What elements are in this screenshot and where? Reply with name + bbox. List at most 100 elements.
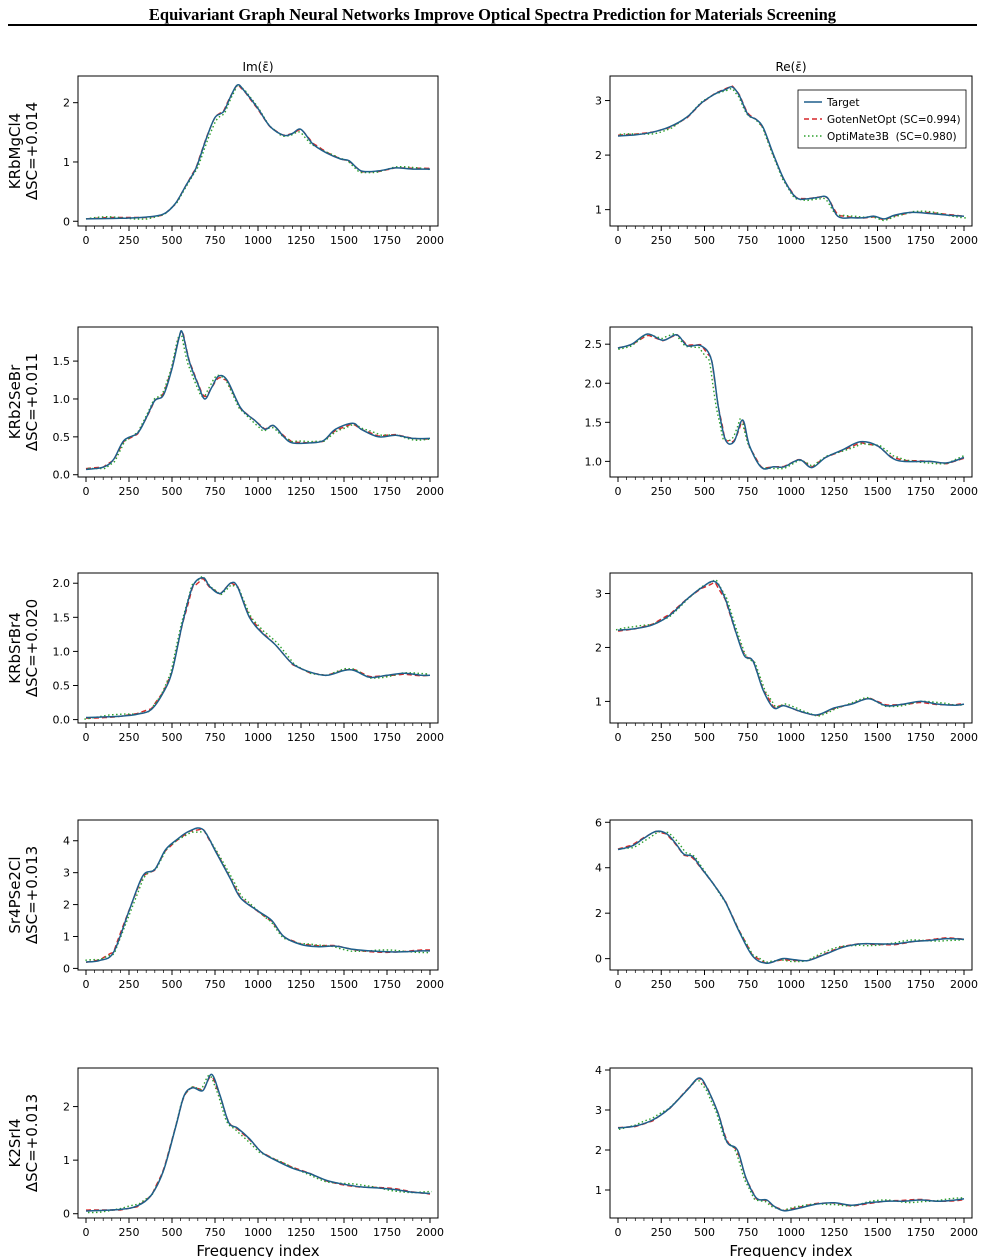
legend-entry: GotenNetOpt (SC=0.994) [827,114,961,126]
axes-frame [609,1067,973,1219]
delta-sc-label: ΔSC=+0.013 [23,846,41,944]
x-tick-label: 0 [83,485,90,498]
x-tick-label: 1750 [907,234,935,247]
x-tick-label: 1500 [330,731,358,744]
row-label: KRbSrBr4 [6,612,24,683]
x-tick-label: 250 [651,234,672,247]
x-tick-label: 250 [119,234,140,247]
x-tick-label: 1500 [864,234,892,247]
x-tick-label: 1250 [287,731,315,744]
y-tick-label: 2.5 [585,338,603,351]
axes-frame [609,572,973,724]
legend: Target GotenNetOpt (SC=0.994) OptiMate3B (… [797,89,967,149]
x-tick-label: 500 [694,731,715,744]
x-tick-label: 1500 [864,1226,892,1239]
x-tick-label: 1500 [330,978,358,991]
x-tick-label: 500 [694,485,715,498]
x-tick-label: 0 [615,978,622,991]
x-tick-label: 750 [737,485,758,498]
series-optimate3b [85,84,431,220]
series-optimate3b [618,332,964,470]
y-tick-label: 1.0 [585,455,603,468]
axes-frame [77,1067,439,1219]
x-tick-label: 1250 [820,234,848,247]
x-tick-label: 0 [615,1226,622,1239]
delta-sc-label: ΔSC=+0.020 [23,599,41,697]
y-tick-label: 1 [595,204,602,217]
series-gotennetopt [85,330,431,470]
series-gotennetopt [617,333,965,469]
x-tick-label: 750 [205,1226,226,1239]
x-tick-label: 0 [83,978,90,991]
legend-entry: Target [826,97,859,109]
y-tick-label: 2 [63,899,70,912]
y-tick-label: 0.5 [53,680,71,693]
x-tick-label: 1250 [287,485,315,498]
y-tick-label: 3 [595,95,602,108]
x-tick-label: 0 [83,234,90,247]
y-tick-label: 1 [595,695,602,708]
series-target [617,580,965,716]
x-tick-label: 1250 [287,978,315,991]
series-gotennetopt [617,830,965,965]
y-tick-label: 2.0 [53,577,71,590]
x-tick-label: 500 [694,1226,715,1239]
y-tick-label: 2 [595,641,602,654]
x-tick-label: 2000 [416,731,444,744]
x-tick-label: 2000 [950,234,978,247]
x-tick-label: 1000 [777,234,805,247]
page-title: Equivariant Graph Neural Networks Improv… [148,5,837,24]
series-target [85,827,431,963]
x-tick-label: 1500 [330,234,358,247]
x-tick-label: 250 [119,1226,140,1239]
x-axis-label: Frequency index [729,1242,852,1257]
x-tick-label: 250 [651,1226,672,1239]
x-tick-label: 0 [615,731,622,744]
y-tick-label: 2 [595,1144,602,1157]
axes-frame [77,819,439,971]
y-tick-label: 2 [595,907,602,920]
subplot-KRb2SeBr-re: 0 250 500 750 1000 1250 1500 1750 2000 1.0 1.5 2.0 2… [585,326,978,498]
subplot-K2SrI4-im: 0 250 500 750 1000 1250 1500 1750 2000 0 1 2 K2SrI4 Δ… [6,1067,444,1257]
x-tick-label: 500 [162,731,183,744]
series-gotennetopt [85,83,431,220]
x-tick-label: 1500 [330,1226,358,1239]
y-tick-label: 0 [63,1208,70,1221]
axes-frame [77,326,439,478]
x-tick-label: 1000 [777,978,805,991]
subplot-KRbMgCl4-re: 0 250 500 750 1000 1250 1500 1750 2000 1 2 3 Target G… [595,75,978,247]
delta-sc-label: ΔSC=+0.011 [23,353,41,451]
y-tick-label: 1.5 [53,611,71,624]
delta-sc-label: ΔSC=+0.014 [23,102,41,200]
y-tick-label: 4 [595,862,602,875]
column-title-im: Im(ε̄) [242,60,273,74]
x-tick-label: 1750 [907,978,935,991]
x-tick-label: 1750 [373,731,401,744]
x-tick-label: 1750 [373,485,401,498]
series-target [617,830,965,964]
series-target [617,85,965,220]
series-gotennetopt [85,1076,431,1211]
x-tick-label: 1000 [244,978,272,991]
axes-frame [609,326,973,478]
x-tick-label: 2000 [950,731,978,744]
x-tick-label: 250 [651,485,672,498]
y-tick-label: 0.0 [53,469,71,482]
series-target [617,333,965,470]
y-tick-label: 3 [63,867,70,880]
y-tick-label: 2 [63,1101,70,1114]
subplot-KRbMgCl4-im: 0 250 500 750 1000 1250 1500 1750 2000 0 1 2 KRbMgCl… [6,75,444,247]
y-tick-label: 0 [63,962,70,975]
x-tick-label: 500 [162,234,183,247]
y-tick-label: 0.0 [53,714,71,727]
y-tick-label: 6 [595,816,602,829]
x-tick-label: 1500 [330,485,358,498]
x-tick-label: 250 [119,978,140,991]
x-tick-label: 250 [119,731,140,744]
y-tick-label: 3 [595,588,602,601]
row-label: Sr4PSe2Cl [6,856,24,933]
x-tick-label: 1750 [907,731,935,744]
x-tick-label: 750 [737,234,758,247]
x-tick-label: 1750 [373,234,401,247]
